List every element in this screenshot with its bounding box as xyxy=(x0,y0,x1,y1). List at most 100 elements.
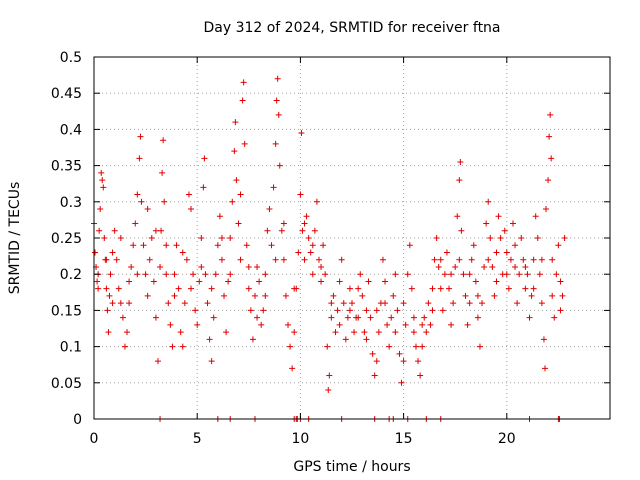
y-tick-label: 0.2 xyxy=(60,267,82,283)
data-point xyxy=(181,300,188,307)
data-points xyxy=(91,75,568,422)
data-point xyxy=(538,300,545,307)
data-point xyxy=(429,307,436,314)
data-point xyxy=(375,329,382,336)
data-point xyxy=(396,350,403,357)
data-point xyxy=(435,263,442,270)
data-point xyxy=(431,256,438,263)
data-point xyxy=(355,314,362,321)
data-point xyxy=(507,256,514,263)
data-point xyxy=(429,285,436,292)
data-point xyxy=(386,343,393,350)
data-point xyxy=(359,292,366,299)
data-point xyxy=(452,263,459,270)
data-point xyxy=(460,271,467,278)
data-point xyxy=(128,263,135,270)
x-tick-label: 10 xyxy=(291,431,309,447)
data-point xyxy=(530,256,537,263)
data-point xyxy=(144,206,151,213)
data-point xyxy=(154,358,161,365)
data-point xyxy=(237,256,244,263)
data-point xyxy=(171,271,178,278)
chart-title: Day 312 of 2024, SRMTID for receiver ftn… xyxy=(203,20,500,36)
data-point xyxy=(121,343,128,350)
x-tick-label: 0 xyxy=(90,431,99,447)
data-point xyxy=(421,314,428,321)
data-point xyxy=(476,343,483,350)
data-point xyxy=(152,227,159,234)
data-point xyxy=(297,191,304,198)
y-tick-label: 0.3 xyxy=(60,195,82,211)
data-point xyxy=(437,256,444,263)
data-point xyxy=(175,285,182,292)
data-point xyxy=(487,235,494,241)
data-point xyxy=(419,343,426,350)
data-point xyxy=(270,184,277,191)
data-point xyxy=(245,263,252,270)
data-point xyxy=(501,227,508,234)
data-point xyxy=(330,292,337,299)
data-point xyxy=(240,79,247,86)
data-point xyxy=(258,321,265,328)
data-point xyxy=(225,278,232,285)
data-point xyxy=(100,184,107,191)
data-point xyxy=(99,177,106,184)
data-point xyxy=(472,278,479,285)
data-point xyxy=(318,263,325,270)
data-point xyxy=(185,191,192,198)
data-point xyxy=(305,235,312,241)
data-point xyxy=(232,119,239,126)
data-point xyxy=(198,263,205,270)
data-point xyxy=(417,372,424,379)
y-tick-label: 0.4 xyxy=(60,122,82,138)
data-point xyxy=(309,271,316,278)
data-point xyxy=(218,256,225,263)
data-point xyxy=(171,292,178,299)
plot-frame xyxy=(93,56,611,420)
data-point xyxy=(216,213,223,220)
data-point xyxy=(136,155,143,162)
data-point xyxy=(485,198,492,205)
data-point xyxy=(309,242,316,249)
data-point xyxy=(158,227,165,234)
data-point xyxy=(497,235,504,241)
data-point xyxy=(446,285,453,292)
data-point xyxy=(512,242,519,249)
data-point xyxy=(275,111,282,118)
data-point xyxy=(159,169,166,176)
data-point xyxy=(332,329,339,336)
data-point xyxy=(382,300,389,307)
data-point xyxy=(320,242,327,249)
data-point xyxy=(212,271,219,278)
data-point xyxy=(142,271,149,278)
data-point xyxy=(163,242,170,249)
data-point xyxy=(282,292,289,299)
data-point xyxy=(256,278,263,285)
data-point xyxy=(264,227,271,234)
data-point xyxy=(192,307,199,314)
data-point xyxy=(468,256,475,263)
data-point xyxy=(491,292,498,299)
data-point xyxy=(291,329,298,336)
data-point xyxy=(557,278,564,285)
data-point xyxy=(298,130,305,137)
data-point xyxy=(322,271,329,278)
data-point xyxy=(190,271,197,278)
data-point xyxy=(243,242,250,249)
data-point xyxy=(522,263,529,270)
data-point xyxy=(272,140,279,147)
data-point xyxy=(394,307,401,314)
data-point xyxy=(402,321,409,328)
data-point xyxy=(448,321,455,328)
data-point xyxy=(336,321,343,328)
data-point xyxy=(245,285,252,292)
data-point xyxy=(514,300,521,307)
data-point xyxy=(367,314,374,321)
data-point xyxy=(540,336,547,343)
data-point xyxy=(179,249,186,256)
data-point xyxy=(301,220,308,227)
data-point xyxy=(419,321,426,328)
data-point xyxy=(412,343,419,350)
x-tick-label: 5 xyxy=(193,431,202,447)
